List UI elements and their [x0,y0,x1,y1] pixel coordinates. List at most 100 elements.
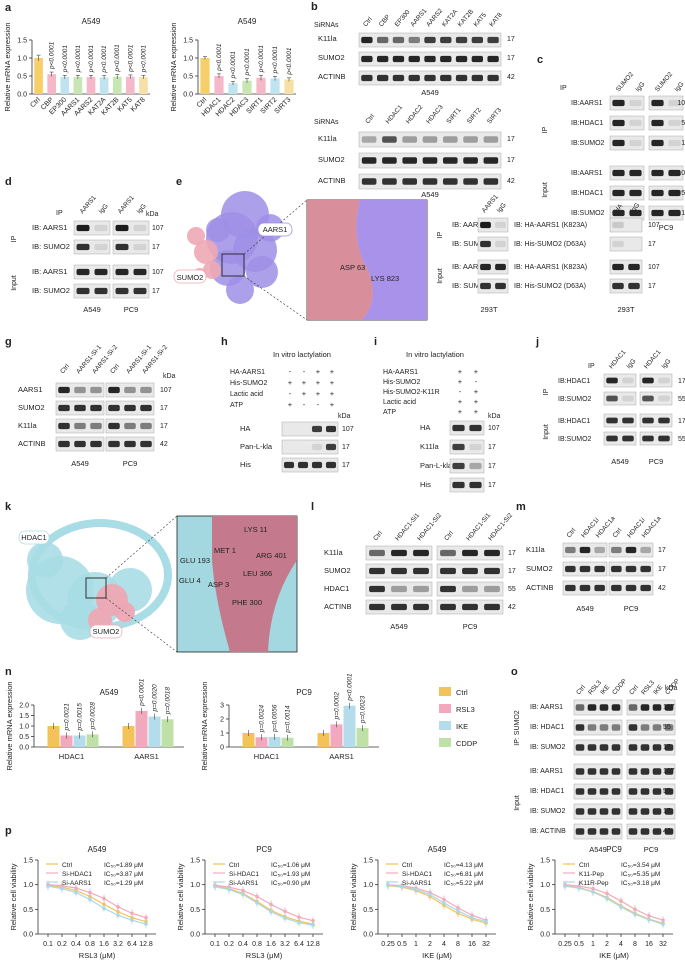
lane-label: IgG [496,202,508,215]
row-label: IB:HDAC1 [571,120,603,127]
data-point [60,886,64,891]
row-label: IB: AARS1 [32,223,67,232]
y-axis-label: Relative cell viability [9,863,18,930]
blot-strip [609,278,643,294]
blot-band [376,74,389,82]
blot-band [599,744,609,751]
blot-band [612,240,624,248]
bar [34,58,43,94]
blot-band [668,209,681,217]
blot-band [611,768,621,775]
blot-band [480,240,491,248]
blot-band [625,546,637,554]
blot-band [664,704,674,711]
lane-label: IgG [660,358,672,371]
blot-band [651,139,664,147]
blot-band [640,828,650,835]
blot-strip [609,165,645,181]
data-point [386,883,390,887]
blot-band [422,157,438,164]
blot-strip [626,783,676,800]
label-pill [173,269,207,284]
y-tick-label: 1.0 [23,882,33,889]
data-point [74,890,78,895]
blot-strip [573,783,623,800]
blot-band [361,157,377,164]
residue-label: PHE 300 [232,598,262,607]
blot-band [369,549,385,557]
x-tick-label: 12.8 [139,941,153,948]
bar [256,77,266,94]
blot-band [297,461,309,469]
blot-band [325,425,337,433]
panel-letter-b: b [311,1,318,13]
y-tick-label: 1.5 [363,858,373,865]
p-value-label: p=0.0014 [285,705,292,734]
residue-label: ASP 3 [208,580,229,589]
blot-strip [477,259,509,275]
blot-band [462,567,478,575]
chart-title: A549 [88,845,107,854]
blot-band [575,788,585,795]
blot-band [408,74,420,82]
group-label: IP [542,126,549,133]
blot-strip [626,763,676,780]
blot-strip [626,739,676,756]
blot-band [480,221,491,229]
data-point [577,886,581,890]
series-line [214,884,314,922]
blot-band [565,565,576,573]
grouped-bar-chart-n1: A549 0.0 0.5 1.0 1.5 2.0 Relative mRNA express… [5,678,184,771]
y-tick-label: 1.0 [540,882,550,889]
x-tick-label: KAT8 [130,96,147,113]
blot-strip [639,413,673,428]
blot-band [108,422,120,430]
cell-label: A549 [71,459,89,468]
data-point [116,913,120,918]
kda-label: 17 [152,288,160,295]
legend-label: RSL3 [456,705,475,714]
blot-band [612,189,625,197]
blot-band [58,440,70,448]
x-tick-label: 4 [442,941,446,948]
line-chart-p2: PC9 0.0 0.5 1.0 1.5 Relative cell viability 0.… [176,845,323,960]
lane-label: HDAC2 [405,104,425,126]
y-tick-label: 1.5 [190,858,200,865]
blot-band [283,461,295,469]
blot-strip [648,95,684,111]
y-tick-label: 0.5 [363,907,373,914]
blot-band [575,828,585,835]
blot-band [668,189,681,197]
row-label: Pan-L-kla [240,442,273,451]
blot-strip [626,699,676,716]
y-tick-label: 0.0 [190,932,200,939]
protein-surface [203,261,221,279]
blot-band [652,808,662,815]
lane-label: HDAC1a [641,515,663,539]
data-point [456,909,460,913]
bar [356,728,369,747]
blot-band [471,55,484,63]
blot-band [455,55,468,63]
row-label: IB:AARS1 [571,100,603,107]
kda-label: 17 [681,210,685,217]
lane-label: Ctrl [109,363,121,376]
blot-band [140,440,152,448]
blot-band [606,395,618,402]
blot-strip [449,477,485,493]
data-point [414,887,418,892]
series-line [387,884,487,923]
blot-band [440,36,452,44]
ic50-label: IC₅₀=3.87 μM [104,871,143,878]
p-value-label: p=0.0002 [334,692,341,721]
blot-band [455,74,468,82]
bar [139,77,148,94]
row-label: SUMO2 [318,53,345,62]
row-label: K11la [526,545,545,554]
cell-label: 293T [480,305,498,314]
blot-band [452,462,465,470]
blot-band [94,268,108,276]
kda-label: 17 [507,36,515,43]
data-point [428,892,432,897]
